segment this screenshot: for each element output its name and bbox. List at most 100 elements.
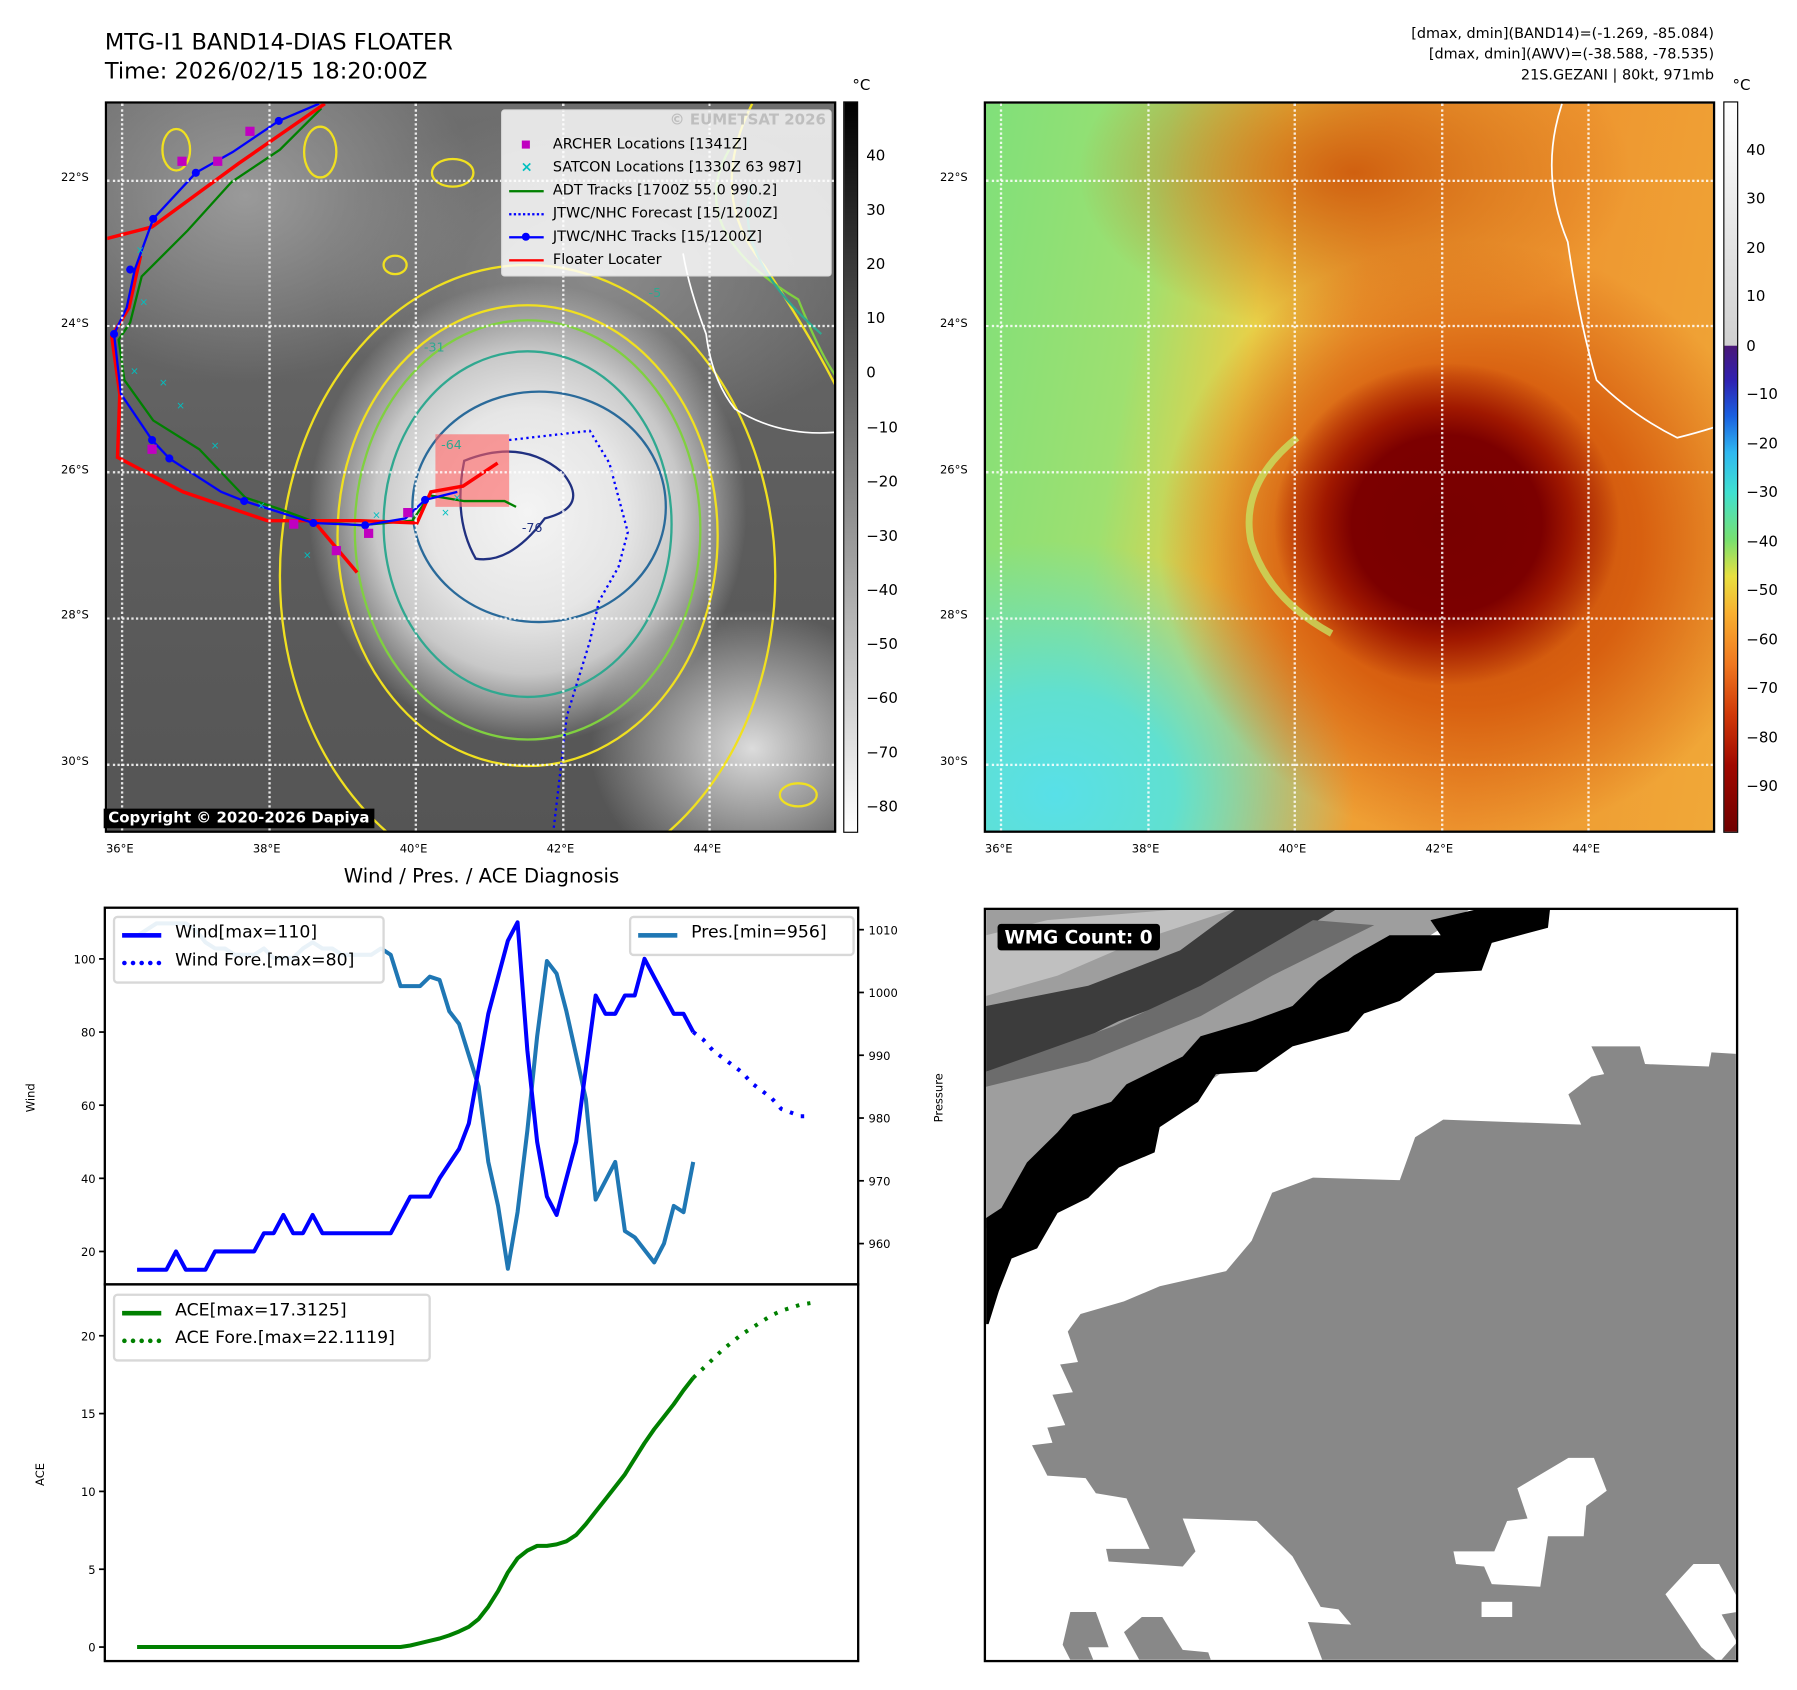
colorbar-tick-label: −60 xyxy=(1746,631,1778,649)
colorbar-tick-label: −70 xyxy=(866,744,898,763)
awv-overlay xyxy=(1245,103,1713,637)
legend-floater: Floater Locater xyxy=(502,250,830,271)
gridline xyxy=(986,324,1713,328)
colorbar-tick-label: 0 xyxy=(1746,337,1756,356)
ace-legend: ACE[max=17.3125] ACE Fore.[max=22.1119] xyxy=(112,1293,431,1362)
storm-info: 21S.GEZANI | 80kt, 971mb xyxy=(1520,65,1715,83)
legend-ace-forecast: ACE Fore.[max=22.1119] xyxy=(175,1327,395,1348)
colorbar-tick-label: 40 xyxy=(866,148,886,166)
solid-line-icon xyxy=(638,933,678,938)
lon-tick-label: 40°E xyxy=(1278,843,1307,856)
solid-line-icon xyxy=(122,933,162,938)
gridline xyxy=(1293,103,1296,831)
awv-range: [dmax, dmin](AWV)=(-38.588, -78.535) xyxy=(1428,44,1715,63)
band14-map: × × × × × × × × × × × -31 -64 -76 -5 © EUMETSAT 20… xyxy=(104,101,837,833)
gridline xyxy=(1587,103,1590,831)
colorbar-tick-label: 0 xyxy=(866,365,876,383)
lon-tick-label: 42°E xyxy=(546,843,575,856)
colorbar-tick-label: 10 xyxy=(1746,289,1766,307)
colorbar-tick-label: −70 xyxy=(1746,680,1778,698)
archer-locations xyxy=(147,126,413,556)
gridline xyxy=(986,617,1713,620)
colorbar-tick-label: 40 xyxy=(1746,142,1766,160)
svg-text:×: × xyxy=(453,492,462,504)
gridline xyxy=(1441,103,1444,831)
time-line: Time: 2026/02/15 18:20:00Z xyxy=(104,57,428,85)
colorbar-tick-label: 30 xyxy=(866,202,886,220)
colorbar-awv xyxy=(1723,101,1739,833)
lower-panel-frame xyxy=(103,1283,860,1663)
colorbar-tick-label: −30 xyxy=(866,527,898,546)
lat-tick-label: 26°S xyxy=(939,463,968,477)
title-line: MTG-I1 BAND14-DIAS FLOATER xyxy=(104,28,453,56)
chart-title: Wind / Pres. / ACE Diagnosis xyxy=(343,865,620,889)
ace-line xyxy=(137,1376,695,1650)
colorbar-tick-label: −20 xyxy=(866,473,898,491)
lat-tick-label: 30°S xyxy=(61,755,89,769)
legend-jtwc-tracks: JTWC/NHC Tracks [15/1200Z] xyxy=(502,227,830,248)
wind-legend: Wind[max=110] Wind Fore.[max=80] xyxy=(112,915,385,984)
jtwc-track-points xyxy=(110,116,430,530)
gridline xyxy=(120,103,124,831)
pressure-axis-label: Pressure xyxy=(931,1073,945,1122)
svg-text:-31: -31 xyxy=(424,339,445,354)
x-marker-icon: × xyxy=(520,157,533,176)
pressure-tick-label: 960 xyxy=(869,1237,891,1251)
wmg-count-label: WMG Count: 0 xyxy=(997,923,1160,951)
lat-tick-label: 30°S xyxy=(939,755,968,769)
ace-tick-label: 15 xyxy=(81,1407,96,1421)
wind-line xyxy=(137,920,696,1272)
svg-text:×: × xyxy=(211,440,220,452)
solid-line-icon xyxy=(122,1310,162,1316)
lat-tick-label: 22°S xyxy=(61,171,89,185)
lat-tick-label: 24°S xyxy=(939,317,968,331)
gridline xyxy=(268,103,271,831)
wmg-region-white xyxy=(1453,1457,1607,1587)
colorbar-tick-label: −40 xyxy=(1746,533,1778,551)
pressure-tick-label: 1000 xyxy=(869,986,898,1000)
floater-locater-track xyxy=(107,103,326,241)
lon-tick-label: 36°E xyxy=(105,843,134,856)
cloud-blob xyxy=(430,157,475,188)
info-text: [dmax, dmin](BAND14)=(-1.269, -85.084) [… xyxy=(1411,23,1714,85)
svg-text:×: × xyxy=(176,400,185,412)
lon-tick-label: 38°E xyxy=(1131,843,1160,856)
dotted-line-icon xyxy=(122,960,162,966)
colorbar-tick-label: 30 xyxy=(1746,191,1766,209)
dotted-line-icon xyxy=(122,1338,162,1344)
coastline xyxy=(1550,103,1713,439)
lon-tick-label: 44°E xyxy=(1572,843,1601,856)
svg-text:-76: -76 xyxy=(522,520,543,535)
gridline xyxy=(708,103,711,831)
ace-tick-label: 5 xyxy=(88,1563,95,1577)
colorbar1-unit: °C xyxy=(852,77,871,95)
colorbar-tick-label: −10 xyxy=(1746,386,1778,405)
gridline xyxy=(414,103,417,831)
ace-tick-label: 20 xyxy=(81,1329,96,1343)
lon-tick-label: 38°E xyxy=(252,843,281,856)
gridline xyxy=(562,103,565,831)
pressure-tick-label: 980 xyxy=(869,1112,891,1126)
copyright-label: Copyright © 2020-2026 Dapiya xyxy=(103,808,375,829)
contour-labels: -31 -64 -76 -5 xyxy=(424,285,661,535)
gridline xyxy=(999,103,1003,831)
eumetsat-watermark: © EUMETSAT 2026 xyxy=(669,111,826,130)
wmg-region-mid xyxy=(986,920,1375,1087)
legend-jtwc-forecast: JTWC/NHC Forecast [15/1200Z] xyxy=(502,204,830,225)
legend-wind-forecast: Wind Fore.[max=80] xyxy=(175,949,355,970)
legend-pressure: Pres.[min=956] xyxy=(691,921,827,943)
wmg-region-white xyxy=(1665,1563,1736,1660)
coastline xyxy=(682,253,834,434)
pressure-tick-label: 1010 xyxy=(869,923,898,937)
colorbar-tick-label: −10 xyxy=(866,419,898,437)
svg-text:×: × xyxy=(257,500,266,512)
square-marker-icon xyxy=(521,140,530,149)
svg-text:-64: -64 xyxy=(441,437,462,452)
contours-and-tracks: ××××××××× ×× -31 -64 -76 -5 xyxy=(107,103,834,831)
wind-tick-label: 40 xyxy=(81,1172,96,1186)
colorbar-tick-label: −20 xyxy=(1746,435,1778,454)
gridline xyxy=(107,471,834,474)
colorbar-tick-label: −80 xyxy=(866,799,898,817)
lat-tick-label: 24°S xyxy=(61,317,89,331)
lat-tick-label: 22°S xyxy=(939,171,968,185)
